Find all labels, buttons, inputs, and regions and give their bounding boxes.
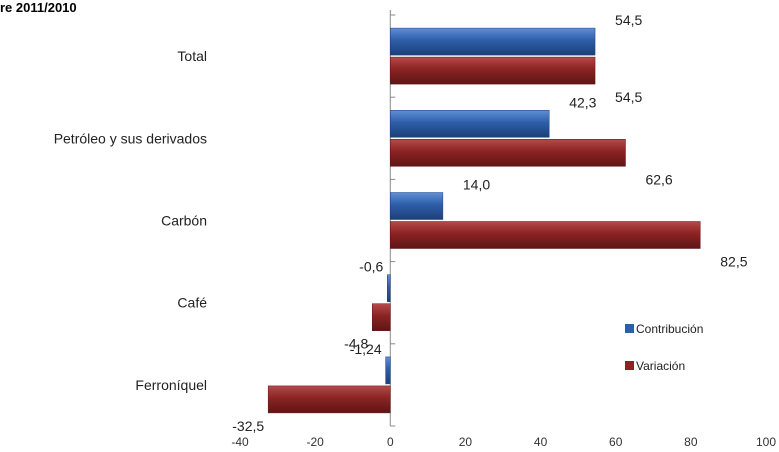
legend-swatch [625,324,634,333]
labels: Total 54,5 54,5 Petróleo y sus derivados 42,… [54,12,748,434]
x-tick-label: 0 [387,435,394,449]
bar-contribucion [385,356,391,385]
category-label: Petróleo y sus derivados [54,130,207,146]
value-label: -32,5 [232,418,264,434]
category-label: Ferroníquel [135,377,207,393]
x-tick-label: 40 [534,435,548,449]
x-tick-label: -40 [231,435,249,449]
value-label: 42,3 [569,94,596,110]
x-tick-label: 60 [609,435,623,449]
bars [267,27,701,414]
x-tick-label: 20 [459,435,473,449]
legend: Contribución Variación [625,322,703,373]
bar-variacion [390,56,596,85]
bar-contribucion [390,192,444,220]
bar-variacion [372,303,391,331]
x-tick-label: 80 [684,435,698,449]
value-label: 54,5 [615,89,642,105]
x-tick-label: 100 [756,435,776,449]
bar-variacion [267,385,391,414]
value-label: 62,6 [645,171,672,187]
category-label: Carbón [161,213,207,229]
legend-label: Variación [636,359,685,373]
legend-swatch [625,361,634,370]
x-tick-label: -20 [306,435,324,449]
value-label: -0,6 [359,259,383,275]
chart-title-fragment: re 2011/2010 [0,0,77,15]
bar-variacion [390,221,701,249]
value-label: 54,5 [615,12,642,28]
value-label: 82,5 [720,254,747,270]
bar-contribucion [390,27,596,56]
category-label: Total [177,48,207,64]
bar-contribucion [390,110,550,138]
value-label: 14,0 [463,177,490,193]
category-label: Café [177,295,207,311]
bar-contribucion [387,274,391,302]
value-label: -4,8 [344,336,368,352]
value-label: -1,24 [350,341,382,357]
bar-variacion [390,139,626,167]
legend-label: Contribución [636,322,703,336]
